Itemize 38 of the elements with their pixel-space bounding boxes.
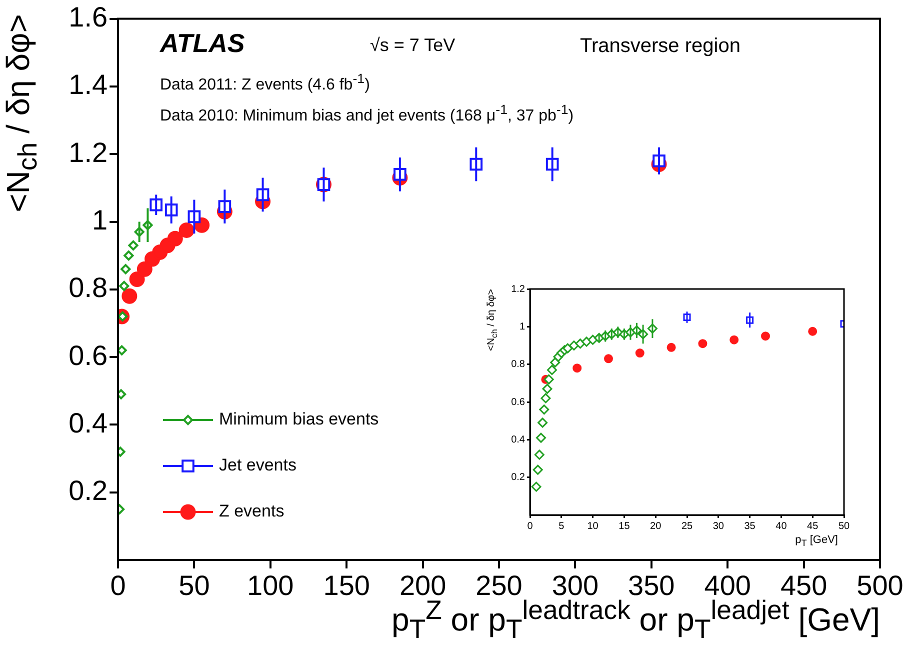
legend-label: Z events: [219, 502, 284, 521]
x-tick-label: 15: [618, 520, 630, 532]
x-tick-label: 30: [712, 520, 724, 532]
y-tick-label: 0.4: [511, 434, 526, 446]
x-tick-label: 0: [110, 570, 126, 601]
y-tick-label: 0.4: [68, 407, 108, 438]
y-tick-label: 1.2: [68, 136, 108, 168]
x-tick-label: 20: [650, 520, 662, 532]
legend-label: Minimum bias events: [219, 410, 379, 429]
x-tick-label: 50: [178, 570, 210, 601]
legend-label: Jet events: [219, 456, 296, 475]
x-tick-label: 50: [838, 520, 850, 532]
annotation: Transverse region: [580, 35, 740, 57]
y-tick-label: 1: [519, 321, 526, 332]
y-tick-label: 1.4: [68, 69, 108, 100]
x-tick-label: 25: [681, 520, 693, 532]
y-tick-label: 1: [92, 204, 108, 236]
y-tick-label: 0.6: [511, 396, 526, 408]
x-tick-label: 150: [323, 570, 370, 601]
x-axis-title: p$_{T}$ [GeV]: [795, 534, 838, 548]
x-tick-label: 35: [744, 520, 756, 532]
y-tick-label: 1.6: [68, 2, 108, 33]
y-tick-label: 0.8: [511, 359, 526, 370]
y-tick-label: 1.2: [511, 284, 526, 295]
x-tick-label: 45: [807, 520, 819, 532]
x-tick-label: 10: [587, 520, 599, 532]
x-tick-label: 0: [527, 520, 534, 532]
annotation: Data 2011: Z events (4.6 fb$^{-1}$): [160, 71, 370, 94]
x-tick-label: 100: [247, 570, 294, 601]
annotation: ATLAS: [160, 28, 245, 58]
x-tick-label: 5: [558, 520, 565, 532]
y-tick-label: 0.8: [68, 272, 108, 304]
y-tick-label: 0.6: [68, 340, 108, 371]
x-tick-label: 40: [776, 520, 788, 532]
annotation: √s = 7 TeV: [370, 35, 456, 55]
y-tick-label: 0.2: [68, 475, 108, 506]
annotation: Data 2010: Minimum bias and jet events (168 μ$^{-1}$, 37 pb$^{-1}$): [160, 102, 574, 124]
y-tick-label: 0.2: [511, 472, 526, 484]
